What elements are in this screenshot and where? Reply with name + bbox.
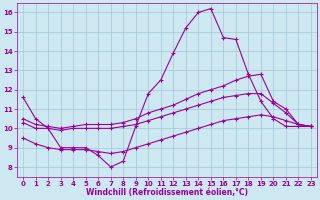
X-axis label: Windchill (Refroidissement éolien,°C): Windchill (Refroidissement éolien,°C) bbox=[86, 188, 248, 197]
